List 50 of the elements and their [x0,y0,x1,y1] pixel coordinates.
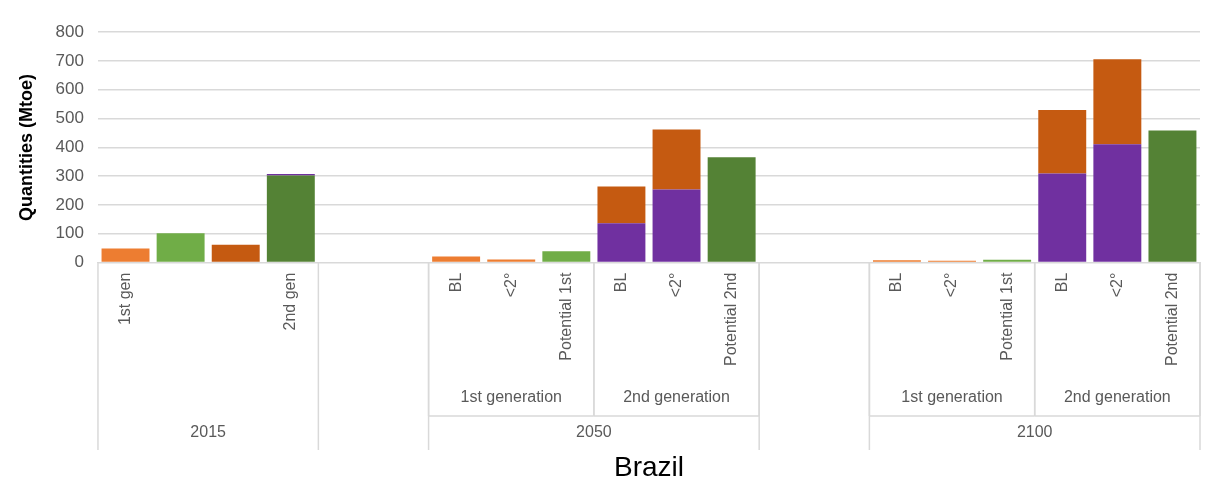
bar [1038,173,1087,262]
bar [1093,59,1142,145]
text: 1st generation [460,388,562,406]
x-tick-label: 2nd gen [281,272,299,331]
bar [597,186,646,224]
y-tick-label: 500 [55,108,84,128]
x-tick-label: BL [446,272,464,293]
y-tick-label: 100 [55,223,84,243]
y-tick-label: 700 [55,50,84,70]
x-tick-label: BL [1052,272,1070,293]
bar [1093,144,1142,262]
bar [542,251,591,262]
text: 2015 [190,423,227,441]
y-tick-label: 400 [55,137,84,157]
bar [101,248,150,262]
x-tick-label: <2° [1107,272,1125,298]
x-tick-label: BL [887,272,905,293]
bar [983,259,1032,262]
text: 2100 [1016,423,1053,441]
x-tick-label: <2° [666,272,684,298]
x-tick-label: <2° [501,272,519,298]
y-tick-label: 300 [55,165,84,185]
x-tick-label: 1st gen [115,272,133,326]
y-axis-title: Quantities (Mtoe) [15,73,36,221]
bar [432,256,481,262]
x-tick-label: Potential 1st [997,272,1015,361]
bar [1038,109,1087,174]
bar [487,259,536,262]
x-tick-label: <2° [942,272,960,298]
x-tick-label: BL [611,272,629,293]
x-axis-title: Brazil [613,450,684,482]
y-tick-label: 0 [74,252,84,272]
bar [652,129,701,190]
y-tick-label: 800 [55,21,84,41]
text: 2nd generation [1063,388,1171,406]
x-tick-label: Potential 2nd [722,272,740,366]
text: 1st generation [901,388,1003,406]
text: 2nd generation [623,388,730,406]
x-tick-label: Potential 1st [556,272,574,361]
bar [707,157,756,262]
bar [652,189,701,262]
bar [156,233,205,262]
y-tick-label: 600 [55,79,84,99]
x-tick-label: Potential 2nd [1162,272,1180,366]
text: 2050 [576,423,612,441]
bar [597,223,646,262]
bar [211,244,260,262]
bar [266,175,315,262]
bar [1148,130,1197,262]
y-tick-label: 200 [55,194,84,214]
